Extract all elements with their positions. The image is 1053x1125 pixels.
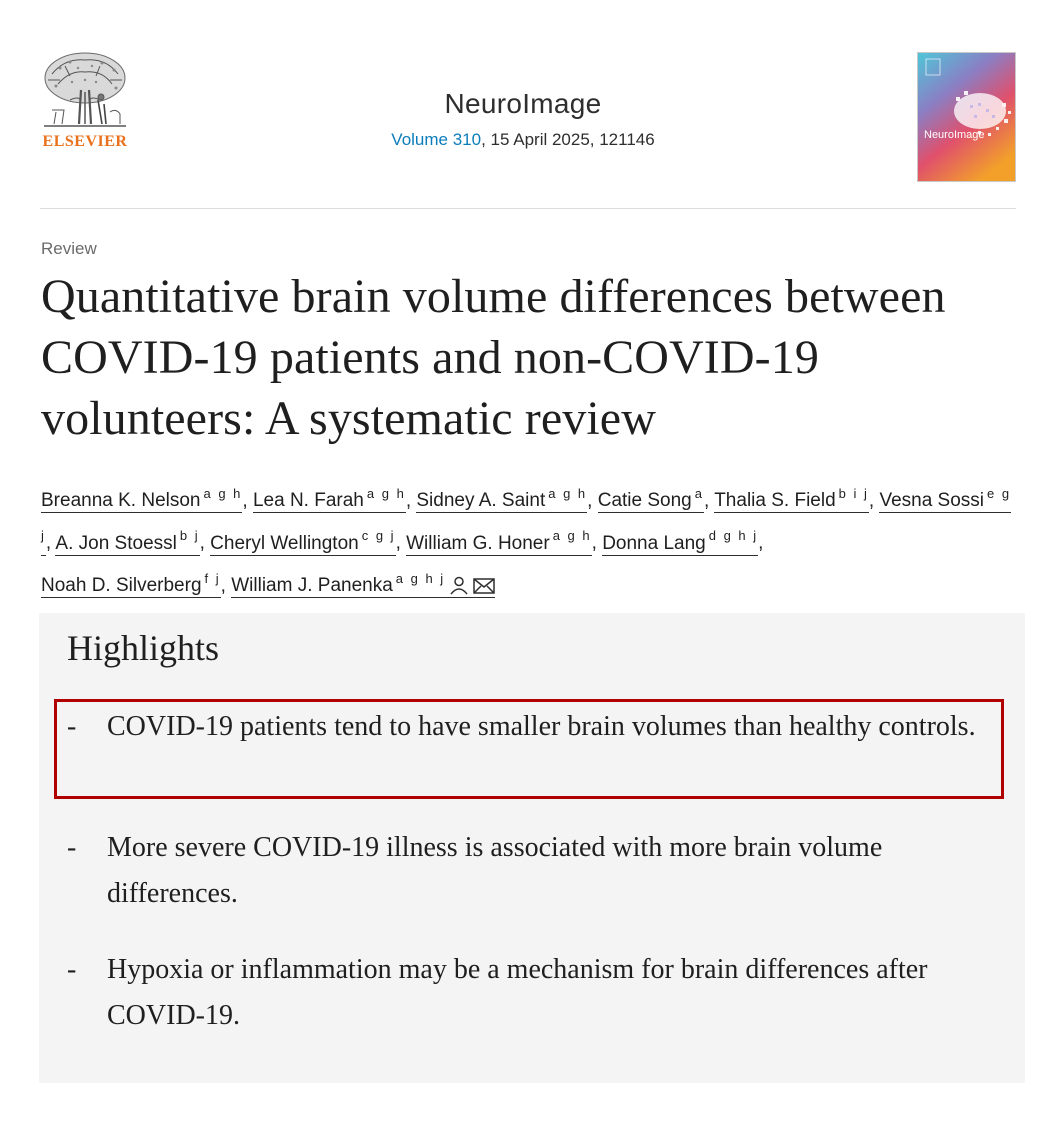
journal-title-link[interactable]: NeuroImage [444, 88, 602, 119]
author-link[interactable]: William G. Honer a g h [406, 528, 592, 556]
person-icon [449, 572, 469, 608]
author-link-corresponding[interactable]: William J. Panenka a g h j [231, 571, 496, 598]
journal-cover[interactable]: NeuroImage [917, 52, 1016, 182]
author-link[interactable]: Cheryl Wellington c g j [210, 528, 396, 556]
author-list: Breanna K. Nelson a g h, Lea N. Farah a g … [41, 477, 1021, 608]
article-type: Review [41, 239, 97, 258]
highlight-text: COVID-19 patients tend to have smaller b… [107, 711, 976, 742]
bullet-dash: - [67, 954, 77, 985]
issue-line: Volume 310, 15 April 2025, 121146 [240, 130, 806, 150]
journal-header: ELSEVIER NeuroImage Volume 310, 15 April… [40, 0, 1016, 209]
highlight-text: More severe COVID-19 illness is associat… [107, 832, 883, 909]
envelope-icon [473, 572, 495, 608]
bullet-dash: - [67, 711, 77, 742]
author-link[interactable]: Vesna Sossi e g j [41, 486, 1012, 556]
volume-link[interactable]: Volume 310 [391, 130, 482, 149]
highlights-title: Highlights [67, 628, 220, 668]
publisher-name: ELSEVIER [42, 133, 128, 150]
tree-logo-icon[interactable] [40, 50, 130, 150]
author-link[interactable]: Thalia S. Field b i j [714, 486, 869, 514]
author-link[interactable]: Lea N. Farah a g h [252, 486, 406, 514]
highlights-section: Highlights - COVID-19 patients tend to h… [39, 613, 1025, 1083]
highlight-text: Hypoxia or inflammation may be a mechani… [107, 954, 928, 1031]
issue-details: , 15 April 2025, 121146 [481, 130, 655, 149]
journal-info: NeuroImage Volume 310, 15 April 2025, 12… [240, 88, 806, 150]
bullet-dash: - [67, 832, 77, 863]
author-link[interactable]: A. Jon Stoessl b j [55, 528, 200, 556]
author-link[interactable]: Catie Song a [597, 486, 704, 514]
article-title: Quantitative brain volume differences be… [41, 270, 946, 445]
author-link[interactable]: Donna Lang d g h j [602, 528, 759, 556]
author-link[interactable]: Sidney A. Saint a g h [416, 486, 588, 514]
header-divider [40, 208, 1016, 209]
author-link[interactable]: Noah D. Silverberg f j [41, 570, 221, 598]
author-link[interactable]: Breanna K. Nelson a g h [41, 486, 243, 514]
cover-title: NeuroImage [924, 129, 985, 141]
